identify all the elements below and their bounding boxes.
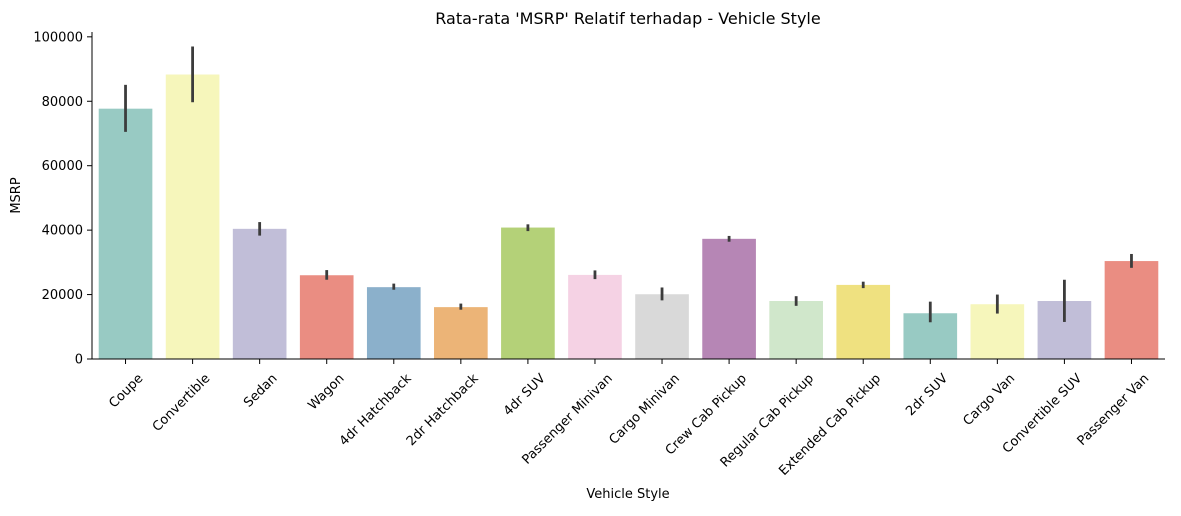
error-bars-layer <box>124 46 1133 323</box>
y-tick-label: 40000 <box>42 224 83 239</box>
x-tick-label: Passenger Van <box>1075 371 1153 449</box>
bar-regular-cab-pickup <box>769 301 823 359</box>
bar-2dr-hatchback <box>434 307 488 359</box>
y-tick-label: 60000 <box>42 159 83 174</box>
bar-cargo-minivan <box>635 294 689 359</box>
bar-extended-cab-pickup <box>836 284 891 359</box>
bar-crew-cab-pickup <box>702 238 756 359</box>
y-tick-label: 0 <box>75 353 83 368</box>
x-axis-label: Vehicle Style <box>586 487 669 502</box>
x-tick-label: 4dr SUV <box>501 371 549 419</box>
bar-passenger-van <box>1104 261 1159 359</box>
x-tick-label: Sedan <box>241 371 280 410</box>
bar-passenger-minivan <box>568 274 622 359</box>
bars-layer <box>98 74 1159 360</box>
x-tick-label: 4dr Hatchback <box>337 371 415 449</box>
bar-4dr-suv <box>501 227 555 359</box>
x-tick-label: Cargo Minivan <box>606 371 682 447</box>
y-axis-label: MSRP <box>9 177 24 214</box>
bar-coupe <box>98 108 153 360</box>
x-tick-label: Cargo Van <box>960 371 1018 429</box>
y-tick-label: 100000 <box>33 30 83 45</box>
x-tick-label: Coupe <box>106 371 146 411</box>
x-tick-label: 2dr SUV <box>903 371 951 419</box>
x-tick-label: 2dr Hatchback <box>404 371 482 449</box>
x-tick-label: Wagon <box>306 371 348 413</box>
x-tick-label: Convertible <box>150 371 214 435</box>
bar-wagon <box>299 275 354 359</box>
y-tick-label: 20000 <box>42 288 83 303</box>
y-tick-label: 80000 <box>42 95 83 110</box>
bar-convertible <box>165 74 220 359</box>
y-ticks: 0 20000 40000 60000 80000 100000 <box>33 30 92 368</box>
bar-4dr-hatchback <box>366 287 421 359</box>
bar-sedan <box>232 228 287 359</box>
chart-title: Rata-rata 'MSRP' Relatif terhadap - Vehi… <box>435 9 820 28</box>
